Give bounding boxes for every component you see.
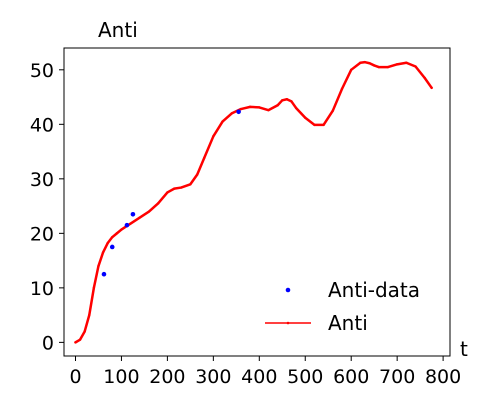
y-tick-label: 10 (30, 278, 54, 300)
line-point (78, 338, 82, 341)
line-layer (74, 60, 433, 344)
plot-area (63, 47, 451, 357)
line-point (405, 61, 408, 64)
line-point (173, 187, 176, 190)
line-point (368, 62, 371, 65)
data-point (130, 211, 136, 217)
y-tick-label: 30 (30, 169, 54, 191)
y-tick-label: 20 (30, 223, 54, 245)
y-axis-ticks: 0 10 20 30 40 50 (30, 60, 64, 354)
line-point (372, 64, 376, 67)
data-point (101, 271, 107, 277)
data-point (124, 222, 130, 228)
line-point (350, 68, 353, 72)
x-tick-label: 300 (195, 366, 231, 388)
line-point (331, 109, 335, 112)
data-point (236, 109, 241, 115)
line-point (322, 123, 325, 127)
x-tick-label: 500 (287, 366, 323, 388)
line-point (120, 228, 123, 231)
line-point (267, 108, 270, 112)
legend-label: Anti (328, 311, 368, 335)
x-tick-label: 600 (333, 366, 369, 388)
x-tick-label: 800 (425, 366, 461, 388)
y-tick-label: 40 (30, 114, 54, 136)
line-point (377, 65, 380, 69)
x-tick-label: 0 (69, 366, 81, 388)
line-point (179, 186, 183, 189)
line-point (97, 264, 100, 268)
line-point (414, 65, 417, 68)
line-point (230, 112, 233, 115)
line-point (395, 63, 399, 66)
line-point (248, 105, 252, 109)
line-point (92, 286, 96, 290)
legend-label: Anti-data (328, 278, 420, 302)
x-tick-label: 400 (241, 366, 277, 388)
line-point (166, 191, 169, 194)
line-point (423, 76, 426, 80)
line-point (189, 183, 192, 186)
chart-title: Anti (98, 18, 138, 42)
y-tick-label: 0 (42, 332, 54, 354)
data-point (109, 244, 115, 250)
line-point (290, 100, 293, 103)
line-point (115, 232, 119, 235)
line-point (363, 60, 367, 64)
line-point (157, 202, 160, 205)
line-point (147, 210, 151, 213)
line-point (74, 341, 77, 344)
line-point (106, 241, 109, 245)
line-point (304, 116, 307, 119)
x-tick-label: 700 (379, 366, 415, 388)
legend-swatch-marker (286, 321, 290, 325)
x-axis-ticks: 0 100 200 300 400 500 600 700 800 (69, 356, 461, 388)
line-point (313, 123, 316, 127)
line-point (196, 173, 199, 176)
line-point (430, 86, 433, 89)
y-tick-label: 50 (30, 60, 54, 82)
points-layer (101, 109, 241, 277)
x-tick-label: 100 (103, 366, 139, 388)
line-point (258, 106, 261, 109)
line-point (281, 99, 284, 102)
line-point (202, 156, 206, 160)
line-point (83, 330, 86, 333)
line-point (111, 235, 114, 239)
line-point (129, 222, 132, 225)
line-point (359, 61, 362, 64)
line-point (138, 216, 142, 219)
plot-frame (63, 47, 451, 357)
x-axis-label: t (460, 337, 468, 361)
line-point (88, 313, 91, 317)
legend-swatch-point (285, 287, 291, 293)
line-point (239, 107, 243, 111)
line-point (285, 98, 289, 101)
line-point (294, 106, 298, 110)
legend: Anti-data Anti (265, 278, 420, 335)
line-point (386, 65, 390, 69)
line-point (212, 135, 215, 138)
line-point (340, 87, 344, 91)
line-point (101, 251, 105, 254)
x-tick-label: 200 (149, 366, 185, 388)
line-point (276, 104, 279, 107)
line-point (221, 120, 224, 123)
